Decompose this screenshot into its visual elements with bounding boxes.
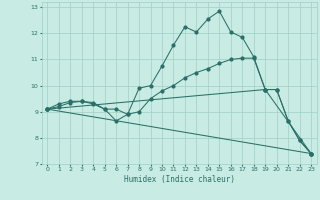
X-axis label: Humidex (Indice chaleur): Humidex (Indice chaleur) xyxy=(124,175,235,184)
